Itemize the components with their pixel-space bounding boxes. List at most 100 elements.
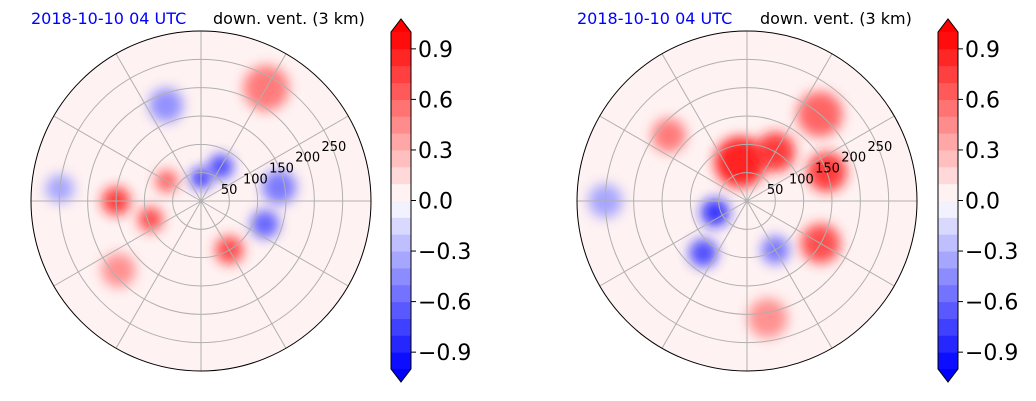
- colorbar: −0.9 −0.6 −0.3 0.0 0.3 0.6 0.9: [937, 18, 1018, 383]
- title-right: down. vent. (3 km): [213, 9, 365, 28]
- radial-tick-label: 100: [243, 172, 268, 187]
- angular-gridline: [115, 200, 202, 349]
- field-feature: [689, 238, 718, 268]
- field-feature: [747, 298, 788, 339]
- angular-gridline: [746, 53, 833, 202]
- colorbar-level: [391, 133, 411, 151]
- colorbar-level: [391, 267, 411, 286]
- angular-gridline: [200, 200, 287, 349]
- polar-frame: [30, 30, 372, 372]
- field-feature: [137, 206, 163, 232]
- colorbar-level: [938, 352, 958, 370]
- colorbar-level: [938, 65, 958, 84]
- angular-gridline: [746, 115, 895, 202]
- colorbar-level: [391, 116, 411, 134]
- colorbar-level: [938, 267, 958, 286]
- colorbar-level: [391, 335, 411, 353]
- colorbar-level: [391, 234, 411, 252]
- colorbar-level: [938, 82, 958, 100]
- colorbar-level: [938, 183, 958, 201]
- colorbar-level: [938, 32, 958, 50]
- colorbar-level: [938, 217, 958, 235]
- colorbar-tick-label: −0.3: [965, 240, 1018, 265]
- colorbar: −0.9 −0.6 −0.3 0.0 0.3 0.6 0.9: [390, 18, 471, 383]
- angular-gridline: [599, 200, 748, 287]
- angular-gridline: [200, 53, 287, 202]
- colorbar-level: [938, 149, 958, 168]
- radial-tick-label: 200: [295, 151, 320, 166]
- colorbar-tick-label: −0.3: [418, 240, 471, 265]
- colorbar-level: [391, 284, 411, 303]
- colorbar-extend-max: [938, 19, 958, 32]
- colorbar-level: [938, 133, 958, 151]
- colorbar-tick-label: −0.9: [418, 341, 471, 366]
- colorbar-level: [938, 200, 958, 218]
- colorbar-tick-label: 0.3: [418, 139, 453, 164]
- angular-gridline: [200, 115, 349, 202]
- radial-tick-label: 250: [867, 140, 892, 155]
- field-feature: [262, 170, 297, 205]
- colorbar-level: [938, 284, 958, 303]
- colorbar-tick-label: 0.6: [965, 88, 1000, 113]
- colorbar-level: [938, 166, 958, 185]
- colorbar-tick-label: 0.0: [418, 190, 453, 215]
- colorbar-tick-label: −0.6: [965, 291, 1018, 316]
- angular-gridline: [661, 53, 748, 202]
- angular-gridline: [53, 200, 202, 287]
- colorbar-extend-max: [391, 19, 411, 32]
- title-right: down. vent. (3 km): [760, 9, 912, 28]
- field-feature: [700, 198, 730, 227]
- radial-tick-label: 200: [841, 151, 866, 166]
- field-feature: [101, 253, 136, 288]
- colorbar-level: [391, 32, 411, 50]
- field-feature: [651, 118, 686, 153]
- colorbar-tick-label: 0.3: [965, 139, 1000, 164]
- angular-gridline: [661, 200, 748, 349]
- radial-tick-label: 50: [221, 183, 238, 198]
- colorbar-level: [391, 149, 411, 168]
- colorbar-level: [391, 251, 411, 269]
- colorbar-level: [391, 183, 411, 201]
- colorbar-level: [938, 99, 958, 117]
- radial-tick-label: 250: [321, 140, 346, 155]
- colorbar-level: [391, 318, 411, 336]
- colorbar-tick-label: −0.6: [418, 291, 471, 316]
- radial-tick-label: 150: [815, 161, 840, 176]
- angular-gridline: [599, 115, 748, 202]
- colorbar-level: [391, 301, 411, 319]
- colorbar-level: [938, 251, 958, 269]
- colorbar-level: [391, 48, 411, 67]
- colorbar-extend-min: [391, 369, 411, 382]
- colorbar-extend-min: [938, 369, 958, 382]
- colorbar-level: [938, 116, 958, 134]
- colorbar-level: [391, 82, 411, 100]
- polar-grid: [577, 31, 917, 371]
- colorbar-level: [938, 48, 958, 67]
- angular-gridline: [746, 200, 895, 287]
- colorbar-tick-label: 0.0: [965, 190, 1000, 215]
- angular-gridline: [53, 115, 202, 202]
- polar-panel-right: 2018-10-10 04 UTC down. vent. (3 km) 50 1…: [576, 9, 1018, 383]
- colorbar-level: [391, 166, 411, 185]
- colorbar-level: [391, 99, 411, 117]
- title-left: 2018-10-10 04 UTC: [31, 9, 186, 28]
- colorbar-level: [391, 200, 411, 218]
- colorbar-level: [938, 335, 958, 353]
- polar-panel-left: 2018-10-10 04 UTC down. vent. (3 km) 50 1…: [30, 9, 471, 383]
- colorbar-level: [391, 65, 411, 84]
- colorbar-tick-label: −0.9: [965, 341, 1018, 366]
- colorbar-level: [938, 318, 958, 336]
- field-feature: [714, 136, 766, 188]
- colorbar-outline: [937, 18, 959, 383]
- colorbar-level: [938, 234, 958, 252]
- radial-tick-label: 50: [767, 183, 784, 198]
- colorbar-outline: [390, 18, 412, 383]
- colorbar-level: [391, 217, 411, 235]
- radial-tick-label: 150: [269, 161, 294, 176]
- title-left: 2018-10-10 04 UTC: [577, 9, 732, 28]
- colorbar-tick-label: 0.9: [418, 38, 453, 63]
- polar-frame: [576, 30, 918, 372]
